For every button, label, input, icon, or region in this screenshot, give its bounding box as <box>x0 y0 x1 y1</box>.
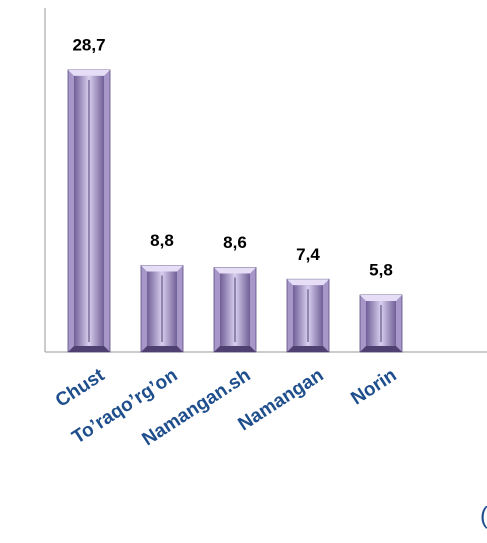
value-label: 8,8 <box>150 231 174 250</box>
bar-bevel <box>141 346 183 352</box>
bar-bevel <box>287 346 329 352</box>
x-tick-label: Norin <box>347 365 400 410</box>
value-label: 5,8 <box>369 260 393 279</box>
bar-bevel <box>141 265 183 272</box>
value-label: 7,4 <box>296 245 320 264</box>
bar-bevel <box>360 294 402 301</box>
bar-bevel <box>214 346 256 352</box>
bar-bevel <box>214 267 256 274</box>
bar-bevel <box>287 279 329 286</box>
bar-bevel <box>68 69 110 76</box>
bar-bevel <box>360 346 402 352</box>
annotation: ( <box>480 502 487 529</box>
x-tick-label: Chust <box>52 364 109 411</box>
value-label: 28,7 <box>72 35 105 54</box>
bar-bevel <box>68 346 110 352</box>
value-label: 8,6 <box>223 233 247 252</box>
